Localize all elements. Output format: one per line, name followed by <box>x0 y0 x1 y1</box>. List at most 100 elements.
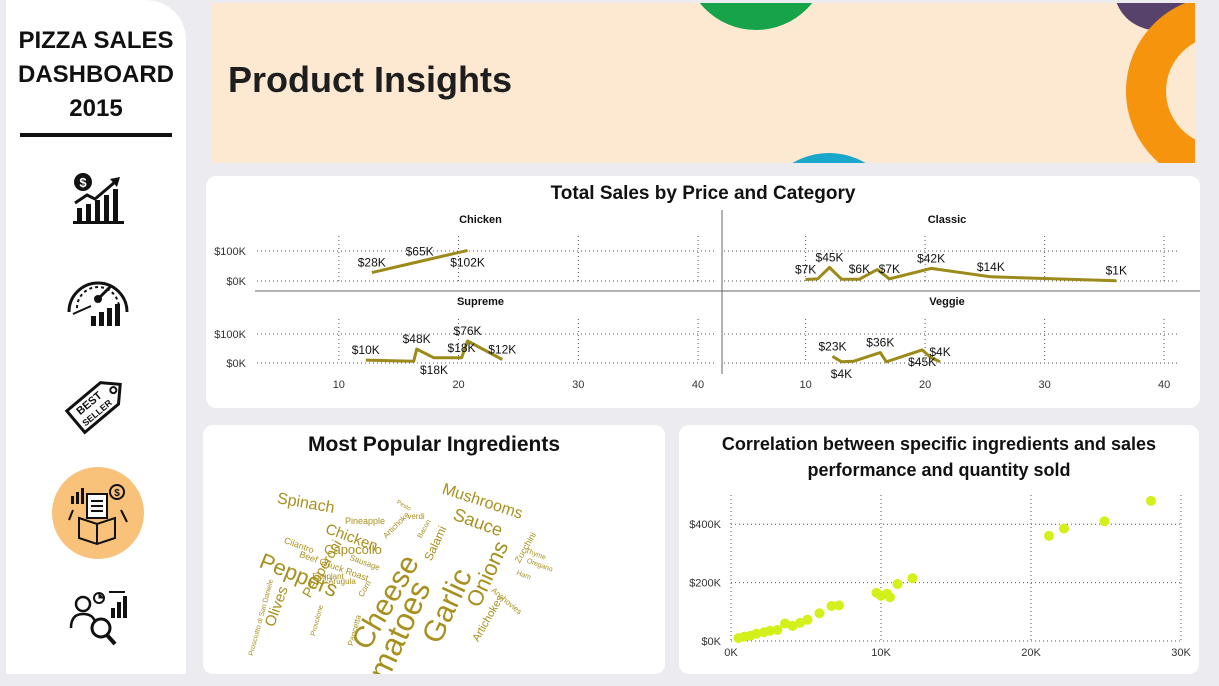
ingredient-word: Arugula <box>328 577 356 586</box>
performance-gauge-icon <box>67 281 129 326</box>
panel-title-chicken: Chicken <box>459 214 502 226</box>
data-label: $45K <box>816 251 844 265</box>
scatter-y-tick: $200K <box>689 578 721 590</box>
sales-x-tick: 40 <box>1158 379 1170 391</box>
sales-x-tick: 30 <box>572 379 584 391</box>
scatter-y-tick: $400K <box>689 519 721 531</box>
panel-title-supreme: Supreme <box>457 296 504 308</box>
banner-blue-circle <box>792 153 866 163</box>
sales-y-tick: $100K <box>214 246 246 258</box>
nav-product-insights[interactable]: $ <box>52 467 144 559</box>
data-label: $18K <box>420 363 448 377</box>
data-label: $14K <box>977 260 1005 274</box>
page-banner: Product Insights <box>211 3 1195 163</box>
data-label: $23K <box>819 339 847 353</box>
data-label: $18K <box>448 341 476 355</box>
correlation-title-line1: Correlation between specific ingredients… <box>721 434 1157 454</box>
sales-chart: $100K $0K $100K $0K Chicken $28K $65K $102K Clas… <box>214 210 1200 391</box>
banner-green-circle <box>699 3 813 30</box>
sales-y-tick: $100K <box>214 329 246 341</box>
series-line-chicken <box>371 248 468 275</box>
data-label: $45K <box>908 355 936 369</box>
scatter-point <box>1099 516 1110 527</box>
best-seller-tag-icon: BEST SELLER <box>64 380 122 434</box>
scatter-point <box>1044 530 1054 541</box>
ingredient-word: verdi <box>407 512 425 521</box>
page-title: Product Insights <box>228 59 513 100</box>
correlation-card: Correlation between specific ingredients… <box>679 425 1199 674</box>
customer-analysis-icon <box>69 591 127 646</box>
correlation-title: Correlation between specific ingredients… <box>679 431 1199 483</box>
dashboard-title-line2: DASHBOARD <box>18 61 174 88</box>
sales-y-tick: $0K <box>226 276 246 288</box>
sidebar: PIZZA SALES DASHBOARD 2015 $ <box>6 0 186 674</box>
scatter-point <box>802 614 813 625</box>
sales-y-tick: $0K <box>226 358 246 370</box>
data-label: $7K <box>795 263 816 277</box>
sales-x-tick: 20 <box>919 379 931 391</box>
product-insights-icon: $ <box>68 484 128 546</box>
data-label: $1K <box>1106 264 1127 278</box>
correlation-title-line2: performance and quantity sold <box>807 460 1071 480</box>
scatter-point <box>795 617 805 628</box>
scatter-point <box>892 579 903 590</box>
data-label: $28K <box>358 256 386 270</box>
scatter-point <box>885 592 895 603</box>
data-label: $7K <box>879 262 900 276</box>
ingredients-word-cloud: MushroomsSpinachPineappleArtichokePestov… <box>248 481 554 674</box>
data-label: $36K <box>866 336 894 350</box>
scatter-point <box>1059 523 1069 534</box>
scatter-point <box>751 628 762 639</box>
ingredient-word: Pineapple <box>345 516 385 526</box>
title-divider <box>20 133 172 137</box>
sales-x-tick: 30 <box>1038 379 1050 391</box>
data-label: $102K <box>450 255 485 269</box>
series-line-veggie <box>831 348 941 364</box>
data-label: $48K <box>403 332 431 346</box>
scatter-y-tick: $0K <box>701 636 721 648</box>
data-label: $76K <box>454 324 482 338</box>
nav-best-sellers[interactable]: BEST SELLER <box>58 365 138 440</box>
ingredients-card: Most Popular Ingredients Mushrooms Spinac… <box>203 425 665 674</box>
nav-sales-overview[interactable]: $ <box>58 160 138 230</box>
scatter-x-tick: 20K <box>1021 647 1041 659</box>
dashboard-title-line3: 2015 <box>69 95 123 122</box>
ingredient-word: Provolone <box>310 604 325 636</box>
series-line-classic <box>805 266 1117 283</box>
series-line-supreme <box>365 339 504 363</box>
svg-text:$: $ <box>114 488 120 499</box>
ingredient-word: Spinach <box>276 490 336 517</box>
scatter-point <box>834 600 844 611</box>
panel-title-classic: Classic <box>928 214 967 226</box>
data-label: $65K <box>406 245 434 259</box>
ingredient-word: Ham <box>515 570 531 582</box>
sales-growth-icon: $ <box>73 173 124 224</box>
svg-text:$: $ <box>79 175 87 190</box>
scatter-point <box>765 625 775 636</box>
scatter-point <box>787 620 798 631</box>
scatter-x-tick: 0K <box>724 647 738 659</box>
dashboard-title-line1: PIZZA SALES <box>18 27 174 54</box>
sales-x-tick: 10 <box>333 379 345 391</box>
scatter-point <box>814 608 825 619</box>
nav-customer-analysis[interactable] <box>58 582 138 652</box>
sales-x-tick: 10 <box>800 379 812 391</box>
data-label: $42K <box>917 251 945 265</box>
sales-chart-title: Total Sales by Price and Category <box>550 183 856 204</box>
scatter-point <box>772 624 783 635</box>
data-label: $10K <box>352 343 380 357</box>
data-label: $6K <box>849 262 870 276</box>
scatter-x-tick: 30K <box>1171 647 1191 659</box>
scatter-point <box>907 573 918 584</box>
data-label: $4K <box>929 345 950 359</box>
ingredient-word: Oregano <box>526 558 554 574</box>
scatter-point <box>1146 495 1156 506</box>
panel-title-veggie: Veggie <box>929 296 964 308</box>
nav-performance[interactable] <box>58 262 138 332</box>
ingredient-word: Capocollo <box>324 542 382 557</box>
ingredient-word: Eggplant <box>312 572 344 581</box>
dashboard-title: PIZZA SALES DASHBOARD 2015 <box>6 24 186 126</box>
sales-x-tick: 40 <box>692 379 704 391</box>
scatter-point <box>826 600 837 611</box>
